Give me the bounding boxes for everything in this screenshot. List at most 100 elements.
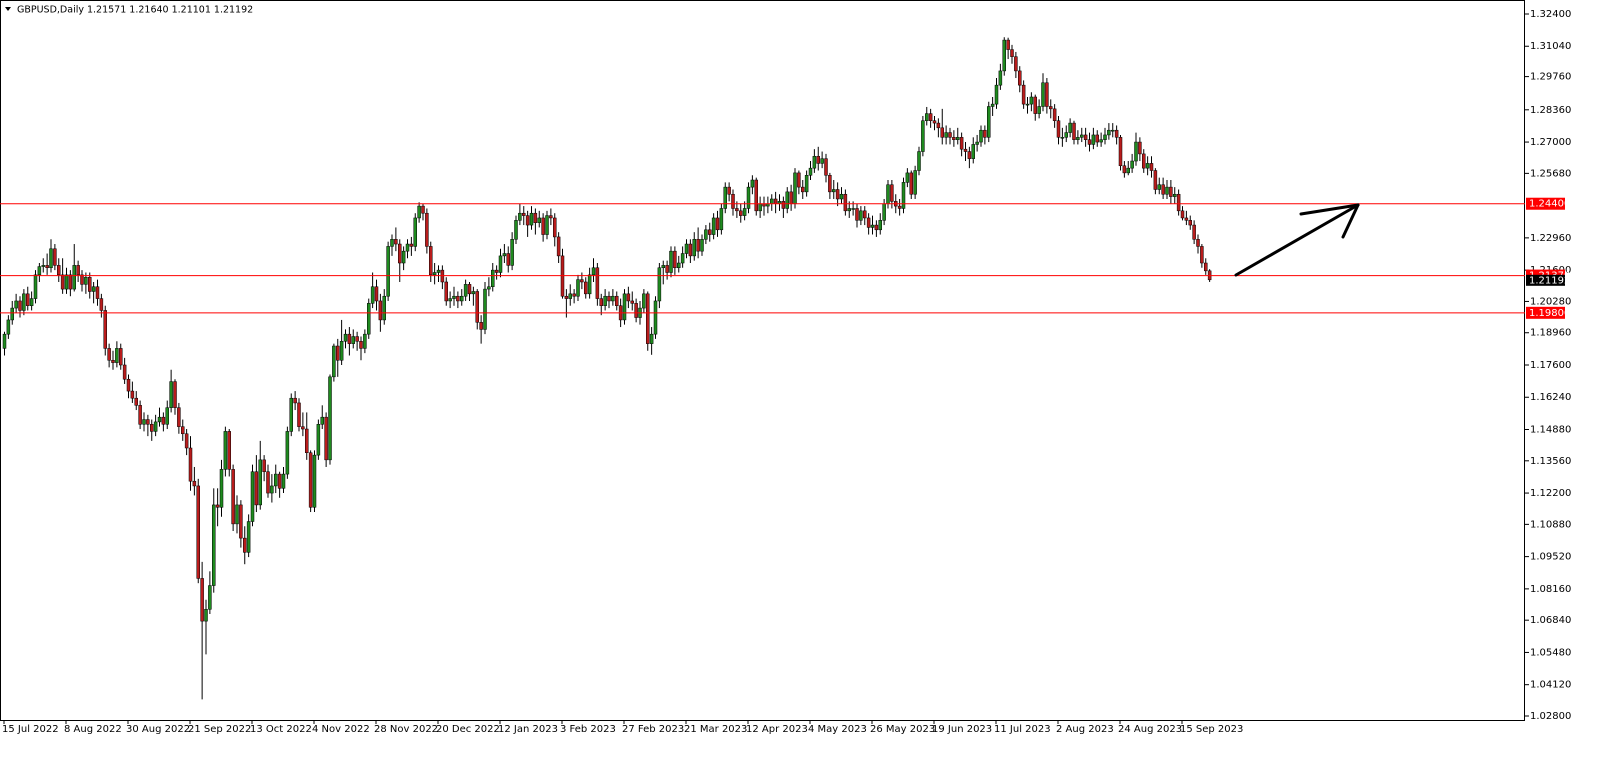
candle-body bbox=[1052, 108, 1057, 121]
y-tick-label: 1.28360 bbox=[1530, 105, 1571, 116]
candle-body bbox=[1188, 220, 1192, 226]
candle-body bbox=[258, 459, 262, 506]
candle-body bbox=[347, 333, 352, 344]
candle-body bbox=[53, 248, 57, 266]
candle-body bbox=[692, 239, 696, 257]
candle-body bbox=[1173, 193, 1177, 197]
x-tick-label: 24 Aug 2023 bbox=[1118, 724, 1182, 735]
candle-body bbox=[870, 224, 875, 228]
y-tick-label: 1.27000 bbox=[1530, 137, 1571, 148]
candle-body bbox=[987, 106, 991, 138]
candle-body bbox=[425, 212, 429, 247]
candle-body bbox=[1138, 141, 1142, 155]
candle-body bbox=[835, 189, 840, 200]
candle-body bbox=[576, 279, 580, 297]
candle-body bbox=[866, 217, 871, 228]
candle-body bbox=[1006, 39, 1010, 50]
x-tick-label: 21 Sep 2022 bbox=[188, 724, 251, 735]
candle-body bbox=[432, 272, 437, 276]
candle-body bbox=[270, 485, 274, 494]
candle-body bbox=[587, 274, 592, 295]
candle-body bbox=[107, 348, 111, 361]
candle-body bbox=[177, 407, 181, 427]
candle-body bbox=[890, 184, 894, 202]
candle-body bbox=[192, 480, 197, 487]
candle-body bbox=[1180, 210, 1185, 219]
candle-body bbox=[339, 341, 344, 361]
candle-body bbox=[142, 419, 146, 425]
candle-body bbox=[122, 364, 127, 380]
candle-body bbox=[99, 298, 104, 311]
candle-body bbox=[878, 220, 882, 231]
candle-body bbox=[1107, 129, 1111, 136]
candle-body bbox=[2, 333, 7, 349]
candle-body bbox=[804, 175, 809, 193]
candle-body bbox=[405, 243, 410, 252]
candle-body bbox=[126, 378, 131, 392]
candle-body bbox=[370, 286, 375, 304]
candle-body bbox=[219, 469, 224, 508]
arrow-shaft bbox=[1234, 203, 1360, 277]
candle-body bbox=[770, 198, 774, 204]
candle-body bbox=[1095, 134, 1099, 143]
candle-body bbox=[1157, 184, 1161, 190]
candle-body bbox=[983, 129, 987, 138]
candle-body bbox=[680, 253, 685, 264]
candle-body bbox=[355, 336, 359, 342]
candle-body bbox=[1045, 82, 1049, 107]
y-tick-label: 1.31040 bbox=[1530, 41, 1571, 52]
candle-body bbox=[498, 255, 503, 273]
candle-body bbox=[746, 186, 751, 209]
candle-body bbox=[463, 284, 468, 297]
candle-body bbox=[1192, 224, 1196, 240]
candle-body bbox=[316, 424, 321, 456]
candle-body bbox=[556, 236, 561, 257]
candle-body bbox=[72, 265, 76, 290]
candle-body bbox=[1161, 184, 1165, 195]
candle-body bbox=[64, 274, 69, 290]
candle-body bbox=[773, 198, 778, 204]
candle-body bbox=[1149, 163, 1154, 171]
candle-body bbox=[603, 295, 607, 306]
plot-layer: 1.32400 1.31040 1.29760 1.28360 1.27000 1.256… bbox=[0, 9, 1571, 735]
candle-body bbox=[824, 158, 828, 176]
candle-body bbox=[979, 129, 983, 143]
arrow-head bbox=[1341, 203, 1360, 239]
candle-body bbox=[115, 348, 119, 363]
candle-body bbox=[657, 267, 662, 302]
x-tick-label: 27 Feb 2023 bbox=[622, 724, 684, 735]
candle-body bbox=[483, 288, 487, 330]
candle-body bbox=[188, 447, 193, 482]
candle-body bbox=[750, 179, 755, 188]
candle-body bbox=[14, 300, 18, 309]
candle-body bbox=[246, 521, 251, 553]
x-tick-label: 4 Nov 2022 bbox=[312, 724, 370, 735]
candle-body bbox=[1134, 141, 1138, 162]
candle-body bbox=[533, 212, 538, 223]
y-tick-label: 1.13560 bbox=[1530, 456, 1571, 467]
x-tick-label: 12 Apr 2023 bbox=[746, 724, 808, 735]
candle-body bbox=[1018, 70, 1022, 86]
candle-body bbox=[312, 454, 317, 508]
y-tick-label: 1.29760 bbox=[1530, 72, 1571, 83]
plot-frame bbox=[0, 0, 1525, 721]
candle-body bbox=[1056, 120, 1061, 138]
candle-body bbox=[1014, 56, 1018, 72]
candle-body bbox=[200, 578, 204, 622]
candle-body bbox=[1165, 186, 1169, 195]
candle-body bbox=[785, 191, 789, 209]
candle-body bbox=[959, 137, 964, 150]
candle-body bbox=[324, 416, 328, 461]
candle-body bbox=[1145, 163, 1150, 169]
candle-body bbox=[1025, 103, 1030, 106]
x-tick-label: 4 May 2023 bbox=[808, 724, 867, 735]
candle-body bbox=[1099, 139, 1103, 143]
candle-body bbox=[843, 193, 848, 212]
candle-body bbox=[611, 295, 615, 302]
x-tick-label: 26 May 2023 bbox=[870, 724, 935, 735]
candle-body bbox=[669, 250, 673, 273]
candle-body bbox=[475, 291, 479, 323]
candle-body bbox=[963, 148, 968, 152]
candle-body bbox=[22, 293, 26, 311]
candle-body bbox=[553, 217, 557, 238]
